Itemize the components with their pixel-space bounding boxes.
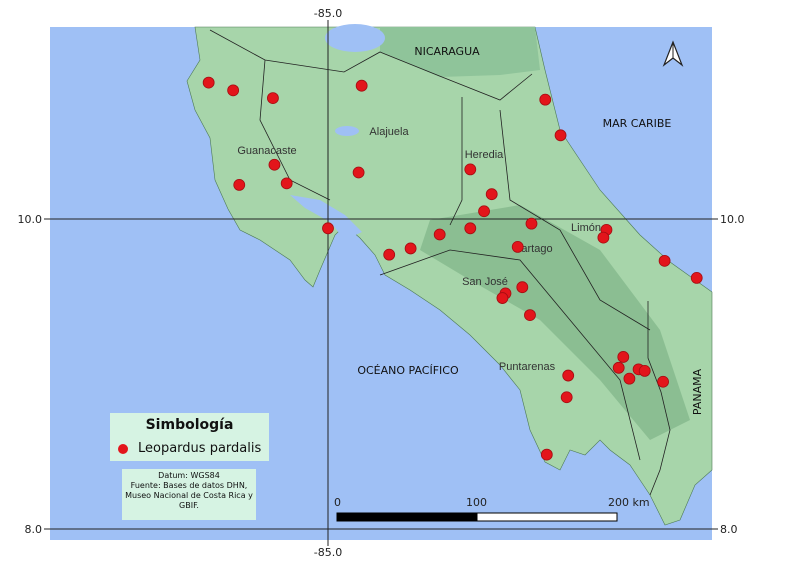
occurrence-point (355, 79, 368, 92)
red-dot-icon (118, 443, 128, 454)
occurrence-point (554, 129, 567, 142)
occurrence-point (464, 222, 477, 235)
occurrence-point (485, 188, 498, 201)
label-puntarenas: Puntarenas (499, 361, 556, 373)
lat-10-right: 10.0 (720, 213, 745, 226)
scale-label-200: 200 km (608, 496, 650, 509)
gulf-of-nicoya (290, 195, 362, 240)
occurrence-point (658, 254, 671, 267)
mountains (420, 205, 690, 440)
occurrence-point (597, 231, 610, 244)
occurrence-point (623, 372, 636, 385)
info-source-2: Museo Nacional de Costa Rica y (125, 491, 253, 500)
label-heredia: Heredia (465, 149, 504, 161)
occurrence-point (352, 166, 365, 179)
occurrence-point (657, 375, 669, 388)
occurrence-point (267, 92, 279, 104)
occurrence-point (511, 240, 524, 253)
scale-bar: 0 100 200 km (334, 496, 650, 522)
lake-arenal (335, 126, 359, 136)
legend-item-label: Leopardus pardalis (138, 441, 262, 456)
occurrence-point (638, 364, 651, 377)
info-box: Datum: WGS84 Fuente: Bases de datos DHN,… (122, 469, 256, 520)
occurrence-point (433, 228, 446, 241)
occurrence-point (464, 163, 477, 176)
occurrence-point (322, 222, 334, 235)
legend-title: Simbología (145, 417, 234, 433)
occurrence-point (690, 271, 703, 284)
scale-label-0: 0 (334, 496, 341, 509)
info-source-3: GBIF. (179, 501, 199, 510)
label-alajuela: Alajuela (369, 126, 409, 138)
label-panama: PANAMA (691, 368, 704, 415)
occurrence-point (478, 205, 490, 218)
occurrence-point (233, 178, 246, 191)
occurrence-point (268, 158, 281, 171)
occurrence-point (227, 84, 240, 97)
nicaragua-land (380, 27, 540, 77)
occurrence-point (280, 177, 293, 190)
legend-item: Leopardus pardalis (118, 441, 261, 456)
graticule (44, 20, 718, 546)
occurrence-point (404, 242, 417, 255)
occurrence-point (612, 361, 625, 374)
lat-10-left: 10.0 (18, 213, 43, 226)
occurrence-point (560, 391, 573, 404)
occurrence-point (383, 248, 396, 261)
label-limon: Limón (571, 222, 601, 234)
occurrence-point (496, 292, 509, 304)
legend: Simbología Leopardus pardalis (110, 413, 269, 461)
label-guanacaste: Guanacaste (237, 145, 296, 157)
land (186, 26, 713, 526)
occurrence-point (617, 351, 630, 363)
occurrence-point (516, 281, 529, 294)
label-san-jose: San José (462, 276, 508, 288)
lake-nicaragua (325, 24, 385, 52)
label-nicaragua: NICARAGUA (414, 45, 480, 58)
lon-label-bottom: -85.0 (314, 546, 342, 559)
north-arrow-icon (662, 40, 684, 67)
occurrence-point (524, 309, 536, 322)
scale-label-100: 100 (466, 496, 487, 509)
label-oceano-pacifico: OCÉANO PACÍFICO (357, 364, 459, 377)
info-datum: Datum: WGS84 (158, 471, 220, 480)
admin-borders (209, 29, 671, 496)
info-source-1: Fuente: Bases de datos DHN, (130, 481, 248, 490)
lon-label-top: -85.0 (314, 7, 342, 20)
lat-8-right: 8.0 (720, 523, 738, 536)
occurrence-points (202, 76, 703, 461)
occurrence-point (202, 76, 215, 89)
occurrence-point (562, 369, 575, 382)
occurrence-point (539, 93, 552, 106)
occurrence-point (540, 448, 553, 461)
occurrence-point (525, 217, 538, 230)
label-mar-caribe: MAR CARIBE (603, 117, 672, 130)
lat-8-left: 8.0 (25, 523, 43, 536)
